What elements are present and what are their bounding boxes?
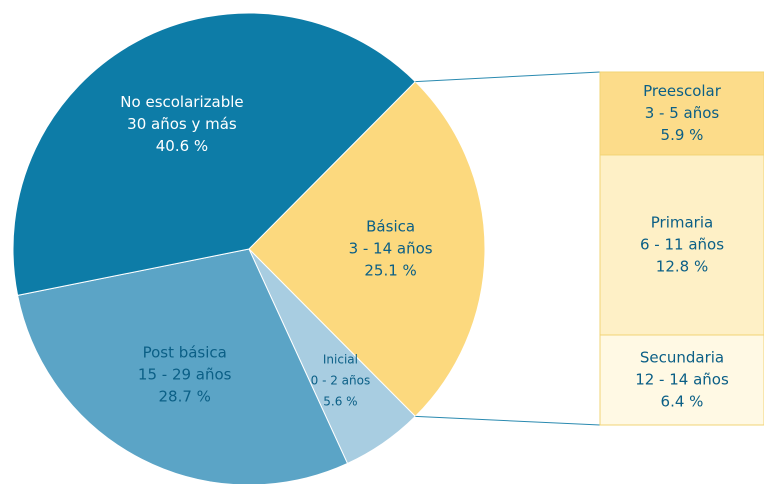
bar-label: 6.4 % [661,392,704,410]
bar-segment [599,154,764,336]
bar-segment [599,71,764,156]
bar-label: 12 - 14 años [635,370,729,388]
slice-label: Inicial [323,352,358,366]
bar-label: Primaria [651,213,713,231]
slice-label: Básica [366,218,415,236]
bar-label: 6 - 11 años [640,235,724,253]
bar-label: 12.8 % [656,257,708,275]
bar-label: 3 - 5 años [645,104,720,122]
bar-label: Preescolar [643,82,722,100]
slice-label: 3 - 14 años [349,240,433,258]
connector [415,415,601,426]
slice-label: 30 años y más [127,115,237,133]
slice-label: 15 - 29 años [138,366,232,384]
slice-label: 40.6 % [156,137,208,155]
bar-label: Secundaria [640,348,724,366]
slice-label: No escolarizable [120,93,243,111]
bar-label: 5.9 % [661,126,704,144]
slice-label: 28.7 % [159,388,211,406]
connector [415,71,601,83]
pie-slice [17,248,349,484]
slice-label: Post básica [143,344,227,362]
pie-slice [248,80,486,418]
bar-segment [599,334,764,426]
slice-label: 5.6 % [323,394,357,408]
slice-label: 25.1 % [364,262,416,280]
slice-label: 0 - 2 años [311,373,371,387]
pie-slice [12,12,417,296]
